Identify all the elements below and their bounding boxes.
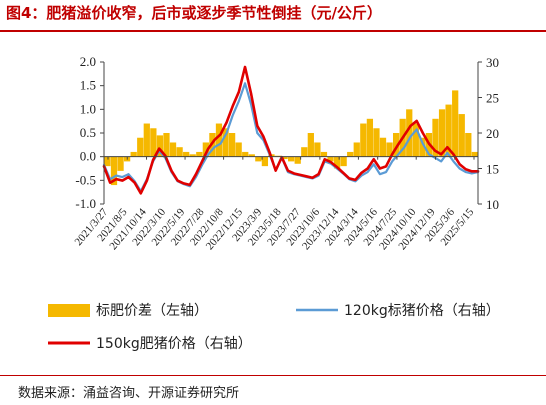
legend-label: 120kg标猪价格（右轴） <box>344 303 500 319</box>
spread-bar <box>110 156 118 186</box>
spread-bar <box>242 151 249 157</box>
spread-bar <box>393 133 400 157</box>
legend: 标肥价差（左轴） 120kg标猪价格（右轴） 150kg肥猪价格（右轴） <box>48 303 500 352</box>
spread-bar <box>163 133 170 157</box>
left-tick-label: 0.5 <box>80 125 96 140</box>
right-tick-label: 15 <box>486 162 499 177</box>
spread-bar <box>412 123 419 157</box>
source-divider <box>0 375 546 376</box>
spread-bar <box>320 151 328 157</box>
spread-bar <box>419 137 426 157</box>
spread-bar <box>301 147 308 157</box>
spread-bar <box>255 156 262 162</box>
spread-bar <box>261 156 269 167</box>
spread-bar <box>360 123 367 157</box>
right-tick-label: 10 <box>486 197 499 212</box>
spread-bar <box>333 156 341 169</box>
spread-bar <box>314 142 321 157</box>
left-tick-label: 0.0 <box>80 149 96 164</box>
left-tick-label: -0.5 <box>75 172 96 187</box>
spread-bar <box>130 151 137 157</box>
spread-bar <box>176 147 183 157</box>
spread-bar <box>143 123 150 157</box>
legend-label: 150kg肥猪价格（右轴） <box>96 336 252 352</box>
chart-title: 图4：肥猪溢价收窄，后市或逐步季节性倒挂（元/公斤） <box>6 4 382 22</box>
spread-bar <box>215 123 223 157</box>
spread-bar <box>294 156 301 164</box>
legend-swatch-spread <box>48 304 90 317</box>
spread-bar <box>196 151 203 157</box>
spread-bar <box>406 109 413 157</box>
spread-bar <box>189 154 196 157</box>
spread-bar <box>386 142 393 157</box>
spread-bar <box>438 109 446 157</box>
spread-bar <box>445 104 452 157</box>
spread-bar <box>347 151 354 157</box>
legend-label: 标肥价差（左轴） <box>96 303 208 319</box>
title-divider <box>0 30 546 32</box>
spread-bar <box>379 137 387 157</box>
left-tick-label: 2.0 <box>80 54 96 69</box>
spread-bar <box>288 156 295 162</box>
spread-bar <box>104 156 111 167</box>
left-tick-label: 1.0 <box>80 101 96 116</box>
right-tick-label: 30 <box>486 55 499 70</box>
spread-bar <box>281 156 288 160</box>
spread-bar <box>169 142 177 157</box>
spread-bar <box>235 142 242 157</box>
spread-bar <box>452 90 459 157</box>
spread-bar <box>327 156 334 162</box>
spread-bar <box>432 118 439 157</box>
spread-bar <box>117 156 124 171</box>
spread-bar <box>222 128 229 157</box>
left-tick-label: 1.5 <box>80 78 96 93</box>
spread-bar <box>458 114 465 157</box>
right-tick-label: 20 <box>486 126 499 141</box>
spread-bar <box>366 118 374 157</box>
price-150kg-line <box>102 65 480 195</box>
spread-bar <box>353 142 360 157</box>
spread-bar <box>183 151 190 157</box>
spread-bar <box>340 156 347 167</box>
right-tick-label: 25 <box>486 91 499 106</box>
spread-bar <box>202 142 209 157</box>
spread-bar <box>228 133 236 157</box>
spread-bar <box>150 128 157 157</box>
spread-bar <box>471 151 478 157</box>
source-note: 数据来源：涌益咨询、开源证券研究所 <box>18 386 240 401</box>
left-tick-label: -1.0 <box>75 196 96 211</box>
spread-bar <box>248 154 255 157</box>
spread-bar <box>137 137 144 157</box>
spread-bar <box>465 133 472 157</box>
spread-bar <box>373 128 380 157</box>
chart: -1.0-0.50.00.51.01.52.010152025302021/3/… <box>48 54 500 352</box>
spread-bar <box>307 133 314 157</box>
spread-bar <box>156 135 164 157</box>
plot-area <box>102 65 480 195</box>
